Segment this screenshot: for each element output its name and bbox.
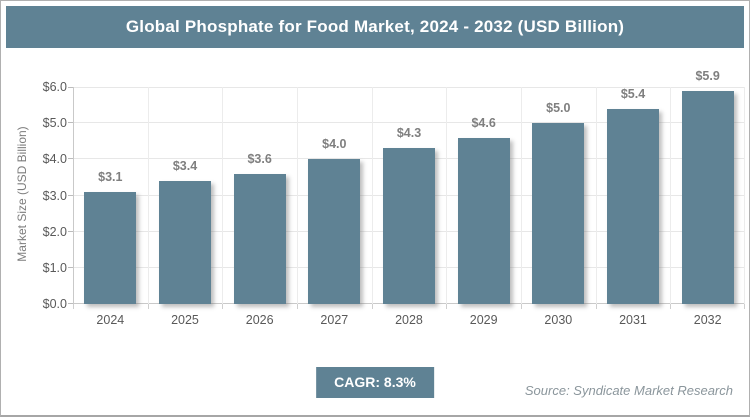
bar-value-label: $5.9 bbox=[695, 68, 720, 83]
gridline-v bbox=[297, 87, 298, 304]
bar-value-label: $3.4 bbox=[172, 159, 198, 174]
x-axis-label: 2032 bbox=[693, 313, 722, 327]
x-tick-mark bbox=[222, 304, 223, 309]
bar-value-label: $5.4 bbox=[620, 86, 646, 101]
bar-2028 bbox=[383, 148, 435, 304]
bar-value-label: $4.6 bbox=[471, 115, 496, 130]
gridline-v bbox=[596, 87, 597, 304]
y-axis-tick-label: $6.0 bbox=[42, 80, 67, 94]
gridline-v bbox=[148, 87, 149, 304]
x-axis-label: 2025 bbox=[171, 313, 199, 327]
bar-2024 bbox=[84, 191, 137, 304]
x-axis-label: 2031 bbox=[619, 313, 647, 327]
x-tick-mark bbox=[596, 304, 597, 309]
bar-value-label: $3.6 bbox=[247, 151, 272, 166]
gridline-h bbox=[73, 87, 745, 88]
y-axis-tick-label: $5.0 bbox=[42, 116, 67, 131]
gridline-v bbox=[222, 87, 223, 304]
gridline-h bbox=[73, 122, 745, 124]
bar-value-label: $3.1 bbox=[98, 169, 123, 184]
y-axis-tick-label: $3.0 bbox=[42, 188, 67, 203]
y-axis-tick-label: $0.0 bbox=[42, 297, 67, 311]
y-tick-mark bbox=[68, 158, 73, 160]
x-axis-label: 2030 bbox=[544, 313, 573, 327]
cagr-badge: CAGR: 8.3% bbox=[316, 367, 434, 398]
x-tick-mark bbox=[521, 304, 522, 309]
bar-2029 bbox=[457, 137, 510, 304]
bar-2025 bbox=[159, 181, 211, 304]
x-axis-label: 2027 bbox=[320, 313, 349, 327]
x-tick-mark bbox=[148, 304, 149, 309]
bar-2032 bbox=[681, 90, 734, 304]
y-tick-mark bbox=[68, 303, 73, 304]
bar-2031 bbox=[607, 108, 659, 304]
x-axis-label: 2028 bbox=[395, 313, 423, 327]
x-axis-label: 2024 bbox=[96, 313, 125, 327]
gridline-v bbox=[670, 87, 671, 304]
gridline-v bbox=[446, 87, 447, 304]
y-axis-line bbox=[73, 87, 74, 304]
y-tick-mark bbox=[68, 122, 73, 124]
y-tick-mark bbox=[68, 266, 73, 268]
x-tick-mark bbox=[372, 304, 373, 309]
bar-value-label: $4.0 bbox=[322, 137, 347, 152]
source-text: Source: Syndicate Market Research bbox=[524, 383, 733, 398]
x-tick-mark bbox=[670, 304, 671, 309]
x-tick-mark bbox=[73, 304, 74, 309]
chart-title: Global Phosphate for Food Market, 2024 -… bbox=[6, 6, 744, 48]
plot-area: $3.1 $3.4 $3.6 $4.0 $4.3 $4.6 $5.0 $5.4 $5.9 bbox=[68, 69, 745, 309]
gridline-v bbox=[521, 87, 522, 304]
y-tick-mark bbox=[68, 87, 73, 88]
x-tick-mark bbox=[297, 304, 298, 309]
y-axis-tick-label: $2.0 bbox=[42, 224, 67, 239]
bar-value-label: $5.0 bbox=[546, 101, 571, 116]
y-axis-tick-label: $1.0 bbox=[42, 260, 67, 275]
bar-2026 bbox=[233, 173, 286, 304]
y-tick-mark bbox=[68, 194, 73, 196]
x-tick-mark bbox=[744, 304, 745, 309]
x-tick-mark bbox=[446, 304, 447, 309]
x-axis-label: 2029 bbox=[469, 313, 498, 327]
gridline-v bbox=[372, 87, 373, 304]
bar-2030 bbox=[532, 123, 585, 304]
y-axis-tick-label: $4.0 bbox=[42, 152, 67, 167]
y-tick-mark bbox=[68, 230, 73, 232]
bar-value-label: $4.3 bbox=[396, 126, 422, 141]
gridline-v bbox=[744, 87, 745, 304]
bar-2027 bbox=[308, 159, 361, 304]
x-axis-label: 2026 bbox=[245, 313, 274, 327]
